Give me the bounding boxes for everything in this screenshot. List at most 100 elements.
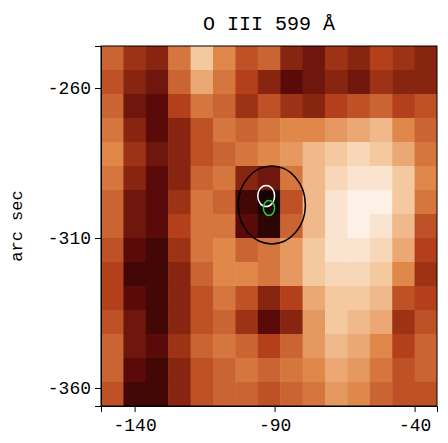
heatmap-cell [258, 214, 281, 239]
heatmap-cell [415, 238, 437, 263]
heatmap-cell [168, 94, 191, 119]
heatmap-cell [392, 142, 415, 167]
heatmap-cell [213, 358, 236, 383]
heatmap-cell [415, 142, 437, 167]
heatmap-cell [303, 70, 326, 95]
x-axis: -140 -90 -40 [102, 406, 438, 436]
heatmap-cell [258, 334, 281, 359]
heatmap-cell [235, 94, 258, 119]
heatmap-cell [191, 142, 214, 167]
heatmap-cell [303, 166, 326, 191]
heatmap-cell [370, 118, 393, 143]
heatmap-cell [146, 46, 169, 71]
heatmap-cell [347, 310, 370, 335]
y-tick-mark [95, 88, 101, 89]
heatmap-cell [347, 46, 370, 71]
heatmap-cell [235, 262, 258, 287]
heatmap-cell [258, 118, 281, 143]
heatmap-cell [168, 142, 191, 167]
heatmap-cell [191, 382, 214, 406]
heatmap-cell [370, 190, 393, 215]
heatmap-cell [325, 286, 348, 311]
heatmap-cell [325, 118, 348, 143]
heatmap-cell [235, 310, 258, 335]
heatmap-cell [325, 262, 348, 287]
heatmap-cell [303, 358, 326, 383]
heatmap-cell [392, 334, 415, 359]
heatmap-cell [325, 70, 348, 95]
heatmap-cell [392, 46, 415, 71]
heatmap-cell [168, 214, 191, 239]
heatmap-cell [191, 238, 214, 263]
heatmap-cell [123, 142, 146, 167]
y-tick-label: -260 [48, 79, 91, 99]
heatmap-cell [213, 166, 236, 191]
y-tick-label: -310 [48, 229, 91, 249]
heatmap-cell [168, 166, 191, 191]
heatmap-cell [325, 46, 348, 71]
heatmap-cell [213, 238, 236, 263]
y-tick-mark [95, 388, 101, 389]
heatmap-cell [191, 70, 214, 95]
heatmap-cell [123, 238, 146, 263]
heatmap-cell [146, 190, 169, 215]
heatmap-cell [123, 334, 146, 359]
heatmap-cell [258, 94, 281, 119]
heatmap-cell [303, 334, 326, 359]
heatmap-cell [191, 262, 214, 287]
heatmap-cell [347, 142, 370, 167]
x-tick-label: -90 [259, 416, 291, 436]
heatmap-cell [415, 190, 437, 215]
heatmap-cell [213, 334, 236, 359]
heatmap-cell [325, 382, 348, 406]
heatmap-cell [303, 238, 326, 263]
y-tick: -260 [48, 79, 101, 99]
heatmap-cell [392, 286, 415, 311]
heatmap-cell [213, 262, 236, 287]
heatmap-cell [415, 118, 437, 143]
heatmap-cell [101, 262, 124, 287]
heatmap-cell [347, 94, 370, 119]
heatmap-cell [347, 238, 370, 263]
y-axis-line [95, 47, 102, 407]
heatmap-cell [258, 142, 281, 167]
heatmap-cell [347, 382, 370, 406]
contour [258, 186, 275, 207]
heatmap-cell [370, 286, 393, 311]
heatmap-cell [370, 262, 393, 287]
heatmap-cell [123, 358, 146, 383]
heatmap-cell [258, 286, 281, 311]
y-axis-title: arc sec [8, 190, 27, 261]
heatmap-cell [123, 118, 146, 143]
heatmap-cell [415, 166, 437, 191]
heatmap-cell [392, 118, 415, 143]
heatmap-cell [370, 310, 393, 335]
heatmap-cell [146, 382, 169, 406]
heatmap-cell [168, 238, 191, 263]
heatmap-cell [123, 262, 146, 287]
heatmap-cell [191, 118, 214, 143]
heatmap-cell [325, 238, 348, 263]
heatmap-cell [303, 94, 326, 119]
heatmap-cell [370, 166, 393, 191]
heatmap-cell [415, 262, 437, 287]
heatmap-cell [146, 358, 169, 383]
heatmap-cell [235, 238, 258, 263]
heatmap-cell [235, 118, 258, 143]
heatmap-cell [213, 190, 236, 215]
contour [263, 201, 274, 216]
x-tick-label: -140 [113, 416, 156, 436]
chart: -140-90-40-260-310-360O III 599 Åarc sec [0, 0, 448, 443]
heatmap-cell [392, 262, 415, 287]
heatmap-cell [235, 214, 258, 239]
heatmap-cell [213, 286, 236, 311]
heatmap-cell [123, 94, 146, 119]
heatmap-cell [213, 214, 236, 239]
y-tick-mark [95, 238, 101, 239]
y-axis: -260-310-360 [48, 47, 102, 407]
heatmap-cell [235, 70, 258, 95]
x-tick: -40 [399, 406, 431, 436]
heatmap-cell [146, 166, 169, 191]
heatmap-cell [101, 142, 124, 167]
heatmap-cell [191, 166, 214, 191]
